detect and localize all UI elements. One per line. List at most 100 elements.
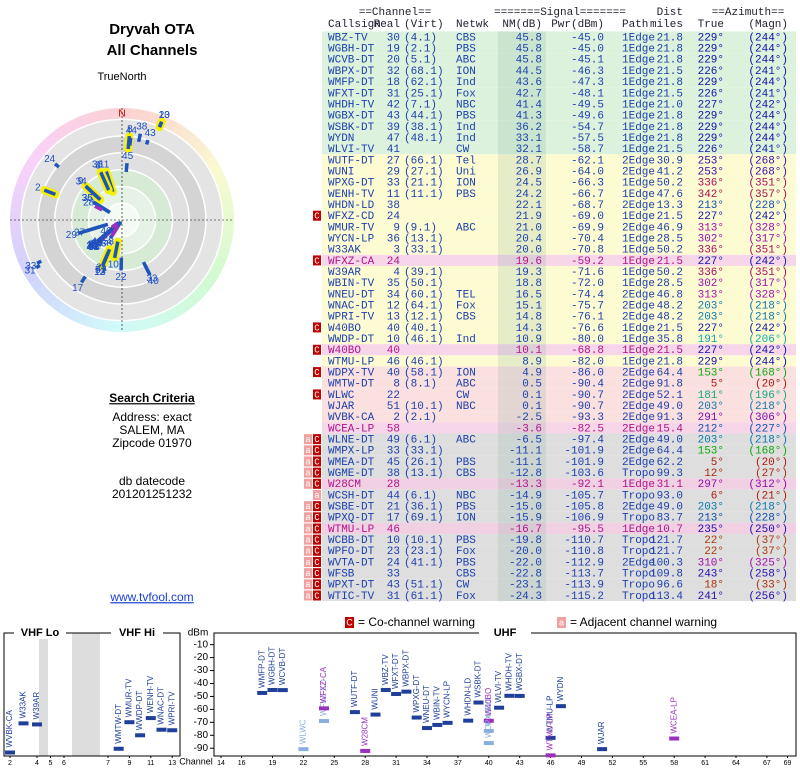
warning-flag: a [305,569,311,579]
warning-flag: C [314,469,320,479]
cell-virt: (48.1) [404,133,444,145]
cell-pwr: -68.7 [571,200,604,212]
cell-az-true: 226° [698,88,724,100]
cell-real: 29 [387,166,400,178]
cell-pwr: -82.0 [571,356,604,368]
cell-nm: -22.8 [509,569,542,581]
cell-path: 2Edge [622,435,655,447]
power-label: WPRI-TV [167,691,176,725]
warning-box [304,512,312,523]
cell-az-magn: (242°) [748,256,788,268]
cell-az-magn: (20°) [755,457,788,469]
cell-network: PBS [456,44,476,56]
radar: N301920321831424339474127293311382493632… [10,108,234,332]
cell-real: 19 [387,44,400,56]
station-bar [110,225,120,237]
cell-callsign: WPXQ-DT [328,513,375,525]
cell-dist: 83.7 [657,513,683,525]
column-header: True [698,19,724,31]
y-tick-label: -10 [194,639,209,650]
cell-real: 43 [387,111,400,123]
warning-flag: C [314,547,320,557]
cell-callsign: WCVB-DT [328,55,375,67]
cell-network: ION [456,178,476,190]
power-bar [5,750,15,755]
station-channel: 4 [95,161,101,172]
cell-path: 1Edge [622,233,655,245]
cell-az-magn: (312°) [748,479,788,491]
cell-path: 1Edge [622,133,655,145]
cell-real: 2 [393,412,400,424]
cell-real: 43 [387,580,400,592]
cell-network: TEL [456,289,476,301]
column-header: Callsign [328,19,381,31]
cell-az-true: 313° [698,289,724,301]
cell-az-magn: (244°) [748,111,788,123]
cell-path: 2Edge [622,390,655,402]
column-header: (Magn) [748,19,788,31]
warning-flag: C [314,256,320,266]
cell-callsign: WBZ-TV [328,32,368,44]
cell-real: 45 [387,457,400,469]
cell-az-true: 253° [698,155,724,167]
cell-path: Tropo [622,490,655,502]
cell-callsign: WMFP-DT [328,77,375,89]
station-channel: 40 [92,237,104,248]
warning-box [304,467,312,478]
cell-path: 1Edge [622,178,655,190]
cell-pwr: -101.9 [564,457,604,469]
power-bar [504,693,515,698]
cell-callsign: W40BO [328,323,361,335]
cell-pwr: -75.7 [571,300,604,312]
warning-box [304,534,312,545]
power-bar [483,741,494,746]
cell-path: Tropo [622,546,655,558]
cell-virt: (2.1) [404,412,437,424]
power-bar [545,753,556,758]
cell-dist: 48.2 [657,300,683,312]
cell-az-magn: (241°) [748,88,788,100]
station-channel: 43 [87,240,99,251]
cell-az-true: 227° [698,211,724,223]
cell-nm: -19.8 [509,535,542,547]
cell-az-magn: (351°) [748,267,788,279]
station-channel: 33 [92,160,104,171]
power-label: WHDH-TV [505,652,514,690]
power-label: WTMU-LP [546,713,555,750]
cell-nm: -23.1 [509,580,542,592]
cell-az-magn: (351°) [748,245,788,257]
warning-flag: C [314,390,320,400]
cell-network: Ind [456,334,476,346]
cell-nm: 21.9 [516,211,542,223]
power-bar [463,718,474,723]
cell-az-true: 212° [698,423,724,435]
cell-dist: 46.9 [657,222,683,234]
station-table: ==Channel== =======Signal======= Dist ==Azi… [304,7,796,603]
cell-path: 2Edge [622,200,655,212]
cell-real: 27 [387,155,400,167]
row-background [322,545,796,557]
cell-az-true: 18° [704,580,724,592]
cell-az-true: 229° [698,111,724,123]
cell-path: 2Edge [622,289,655,301]
warning-box [313,322,321,333]
cell-network: ABC [456,435,476,447]
cell-callsign: WPXG-DT [328,178,375,190]
cell-az-magn: (20°) [755,379,788,391]
cell-nm: 41.3 [516,111,542,123]
site-link[interactable]: www.tvfool.com [109,590,193,604]
cell-path: 2Edge [622,457,655,469]
cell-az-magn: (258°) [748,569,788,581]
cell-az-magn: (241°) [748,66,788,78]
cell-az-true: 229° [698,356,724,368]
warning-box [313,568,321,579]
station-channel: 43 [145,128,157,139]
cell-az-true: 302° [698,278,724,290]
cell-virt: (13.1) [404,233,444,245]
cell-path: Tropo [622,591,655,603]
cell-az-magn: (244°) [748,44,788,56]
row-background [322,433,796,445]
power-label: WMTW-DT [114,704,123,744]
station-channel: 21 [96,263,108,274]
cell-network: PBS [456,502,476,514]
